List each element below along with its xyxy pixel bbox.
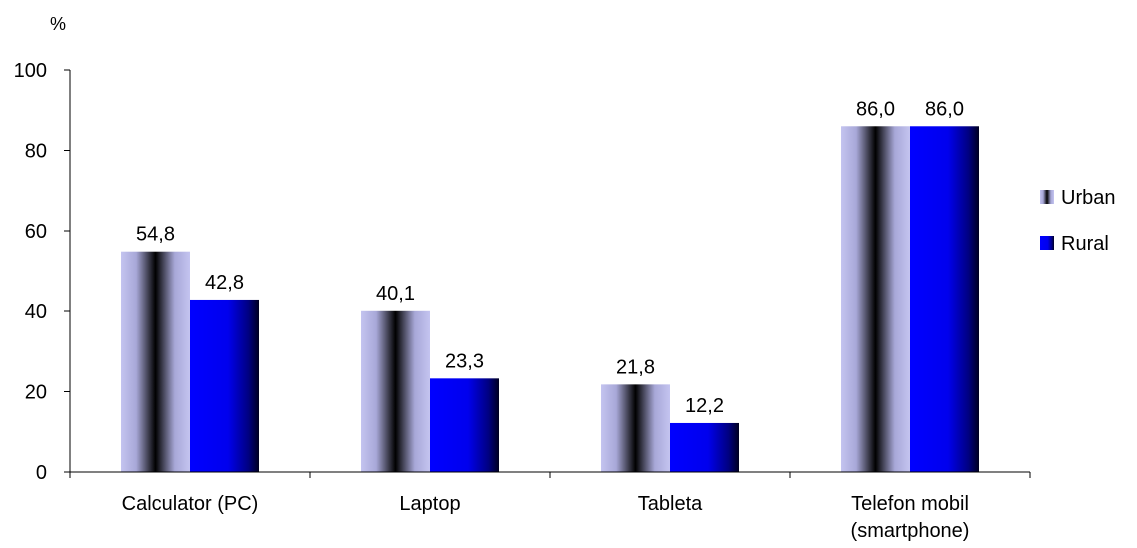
y-tick-label: 80 (25, 140, 47, 162)
data-label-urban: 54,8 (136, 224, 175, 246)
x-axis-labels: Calculator (PC) Laptop Tableta Telefon mobi… (122, 493, 970, 542)
bar-urban (601, 384, 670, 472)
bar-rural (910, 126, 979, 472)
legend-swatch-rural (1040, 236, 1054, 250)
x-tick-label: Laptop (399, 493, 460, 515)
bar-urban (361, 310, 430, 472)
x-tick-label: Telefon mobil (smartphone) (851, 493, 970, 542)
bar-rural (430, 378, 499, 472)
x-tick-label: Calculator (PC) (122, 493, 259, 515)
bars (121, 126, 979, 472)
y-axis-unit-label: % (50, 14, 66, 34)
y-axis-ticks: 0 20 40 60 80 100 (14, 60, 70, 484)
x-axis-ticks (69, 472, 1031, 478)
data-label-urban: 21,8 (616, 356, 655, 378)
legend-item-rural: Rural (1040, 233, 1109, 255)
legend-swatch-urban (1040, 190, 1054, 204)
value-labels: 54,8 42,8 40,1 23,3 21,8 12,2 86,0 86,0 (136, 98, 964, 417)
data-label-rural: 12,2 (685, 395, 724, 417)
y-tick-label: 60 (25, 221, 47, 243)
data-label-urban: 40,1 (376, 283, 415, 305)
bar-urban (121, 251, 190, 472)
bar-rural (670, 422, 739, 472)
x-tick-label: Tableta (638, 493, 703, 515)
legend-label-rural: Rural (1061, 233, 1109, 255)
legend: Urban Rural (1040, 187, 1115, 255)
data-label-urban: 86,0 (856, 98, 895, 120)
data-label-rural: 86,0 (925, 98, 964, 120)
y-tick-label: 100 (14, 60, 47, 82)
data-label-rural: 23,3 (445, 350, 484, 372)
y-tick-label: 0 (36, 462, 47, 484)
bar-rural (190, 299, 259, 472)
legend-label-urban: Urban (1061, 187, 1115, 209)
bar-urban (841, 126, 910, 472)
y-tick-label: 20 (25, 382, 47, 404)
data-label-rural: 42,8 (205, 272, 244, 294)
legend-item-urban: Urban (1040, 187, 1115, 209)
y-tick-label: 40 (25, 301, 47, 323)
